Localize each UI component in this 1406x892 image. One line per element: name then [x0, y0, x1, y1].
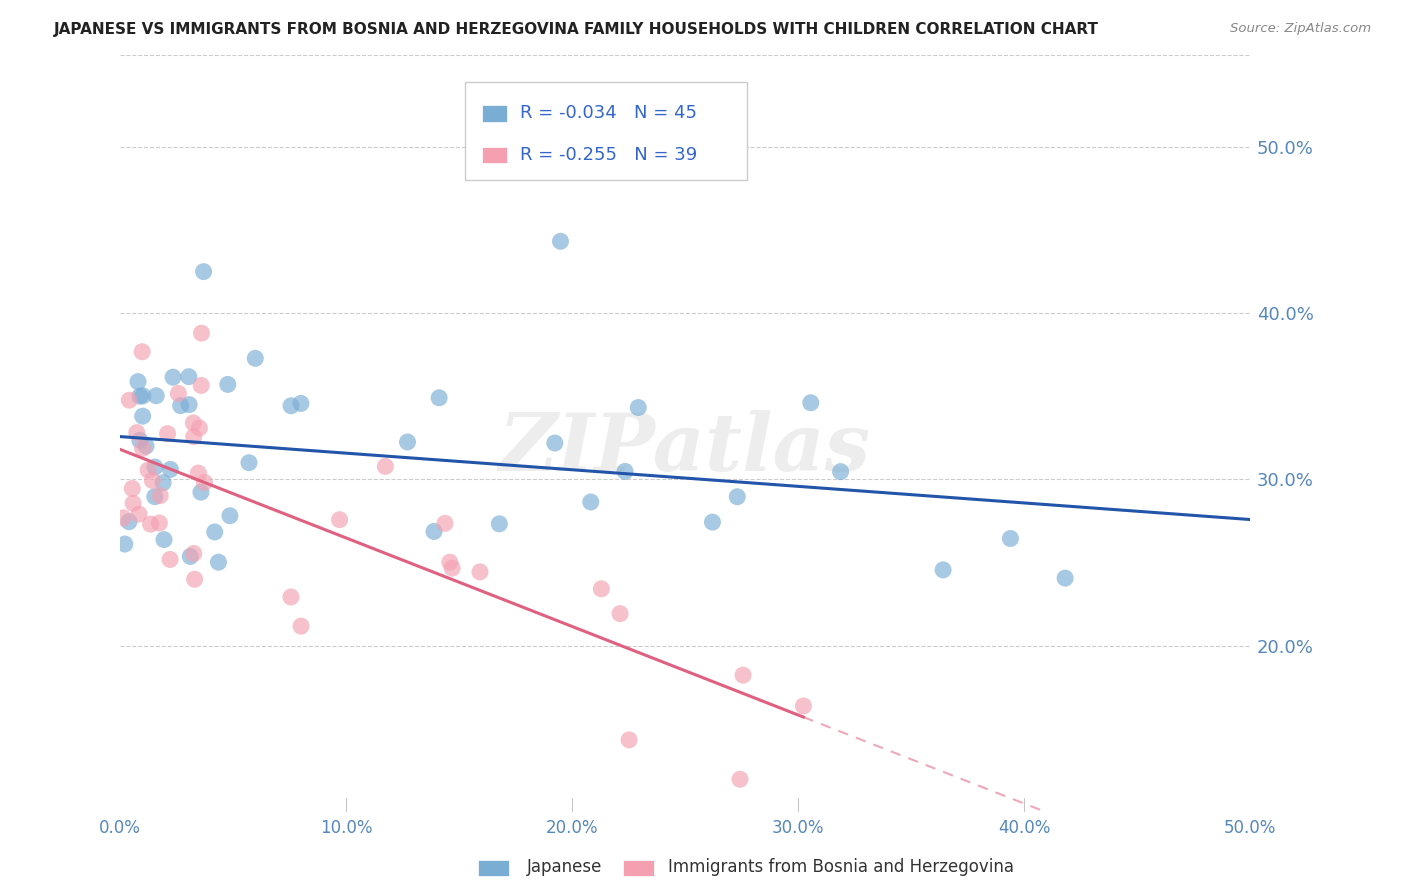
Point — [204, 524, 226, 539]
Point — [141, 474, 163, 488]
Point — [128, 507, 150, 521]
Point — [245, 351, 267, 366]
Point — [544, 436, 567, 450]
Point — [1000, 532, 1022, 546]
Point — [396, 435, 419, 450]
Point — [149, 489, 172, 503]
Point — [609, 607, 631, 621]
Point — [433, 516, 456, 531]
Point — [579, 495, 602, 509]
Point — [135, 439, 157, 453]
Point — [614, 464, 637, 478]
Point — [627, 401, 650, 415]
Point — [932, 563, 955, 577]
Point — [190, 326, 212, 340]
Point — [329, 513, 352, 527]
Point — [131, 344, 153, 359]
Point — [207, 555, 229, 569]
Point — [128, 434, 150, 448]
Point — [702, 515, 724, 529]
Point — [121, 482, 143, 496]
Point — [139, 517, 162, 532]
Point — [439, 555, 461, 569]
Point — [488, 516, 510, 531]
Point — [183, 547, 205, 561]
Point — [190, 485, 212, 500]
Point — [114, 537, 136, 551]
Point — [156, 426, 179, 441]
Point — [731, 668, 754, 682]
Point — [423, 524, 446, 539]
Point — [830, 465, 852, 479]
Point — [148, 516, 170, 530]
Point — [280, 590, 302, 604]
Point — [177, 369, 200, 384]
Point — [290, 396, 312, 410]
Point — [1054, 571, 1077, 585]
Point — [190, 378, 212, 392]
Point — [193, 475, 215, 490]
Point — [188, 421, 211, 435]
Point — [187, 466, 209, 480]
Point — [183, 430, 205, 444]
Point — [183, 416, 205, 430]
Point — [162, 370, 184, 384]
FancyBboxPatch shape — [482, 146, 506, 163]
Point — [441, 561, 464, 575]
Point — [169, 399, 191, 413]
Point — [118, 515, 141, 529]
Point — [118, 393, 141, 408]
Point — [280, 399, 302, 413]
Point — [125, 425, 148, 440]
Point — [145, 389, 167, 403]
Point — [143, 490, 166, 504]
Point — [550, 235, 572, 249]
Point — [179, 549, 201, 564]
Text: Source: ZipAtlas.com: Source: ZipAtlas.com — [1230, 22, 1371, 36]
Text: JAPANESE VS IMMIGRANTS FROM BOSNIA AND HERZEGOVINA FAMILY HOUSEHOLDS WITH CHILDR: JAPANESE VS IMMIGRANTS FROM BOSNIA AND H… — [53, 22, 1098, 37]
Text: R = -0.034   N = 45: R = -0.034 N = 45 — [520, 104, 697, 122]
Point — [127, 375, 149, 389]
Point — [238, 456, 260, 470]
Point — [217, 377, 239, 392]
Point — [131, 409, 153, 424]
Point — [122, 496, 145, 510]
Point — [728, 772, 751, 787]
FancyBboxPatch shape — [465, 82, 747, 180]
Point — [792, 698, 814, 713]
Point — [591, 582, 613, 596]
Point — [193, 265, 215, 279]
Text: R = -0.255   N = 39: R = -0.255 N = 39 — [520, 146, 697, 164]
Point — [131, 442, 153, 456]
Point — [725, 490, 748, 504]
Point — [153, 533, 176, 547]
Point — [374, 459, 396, 474]
Point — [152, 475, 174, 490]
FancyBboxPatch shape — [482, 105, 506, 121]
Point — [177, 398, 200, 412]
Point — [427, 391, 450, 405]
Point — [468, 565, 491, 579]
Point — [159, 552, 181, 566]
Point — [219, 508, 242, 523]
Text: ZIPatlas: ZIPatlas — [499, 410, 872, 487]
Point — [800, 396, 823, 410]
Point — [617, 732, 640, 747]
Point — [183, 572, 205, 586]
Point — [167, 386, 190, 401]
Point — [112, 511, 135, 525]
Point — [136, 463, 159, 477]
Text: Japanese: Japanese — [527, 858, 603, 876]
Text: Immigrants from Bosnia and Herzegovina: Immigrants from Bosnia and Herzegovina — [668, 858, 1014, 876]
Point — [132, 389, 155, 403]
Point — [128, 389, 150, 403]
Point — [159, 462, 181, 476]
Point — [143, 460, 166, 475]
Point — [290, 619, 312, 633]
